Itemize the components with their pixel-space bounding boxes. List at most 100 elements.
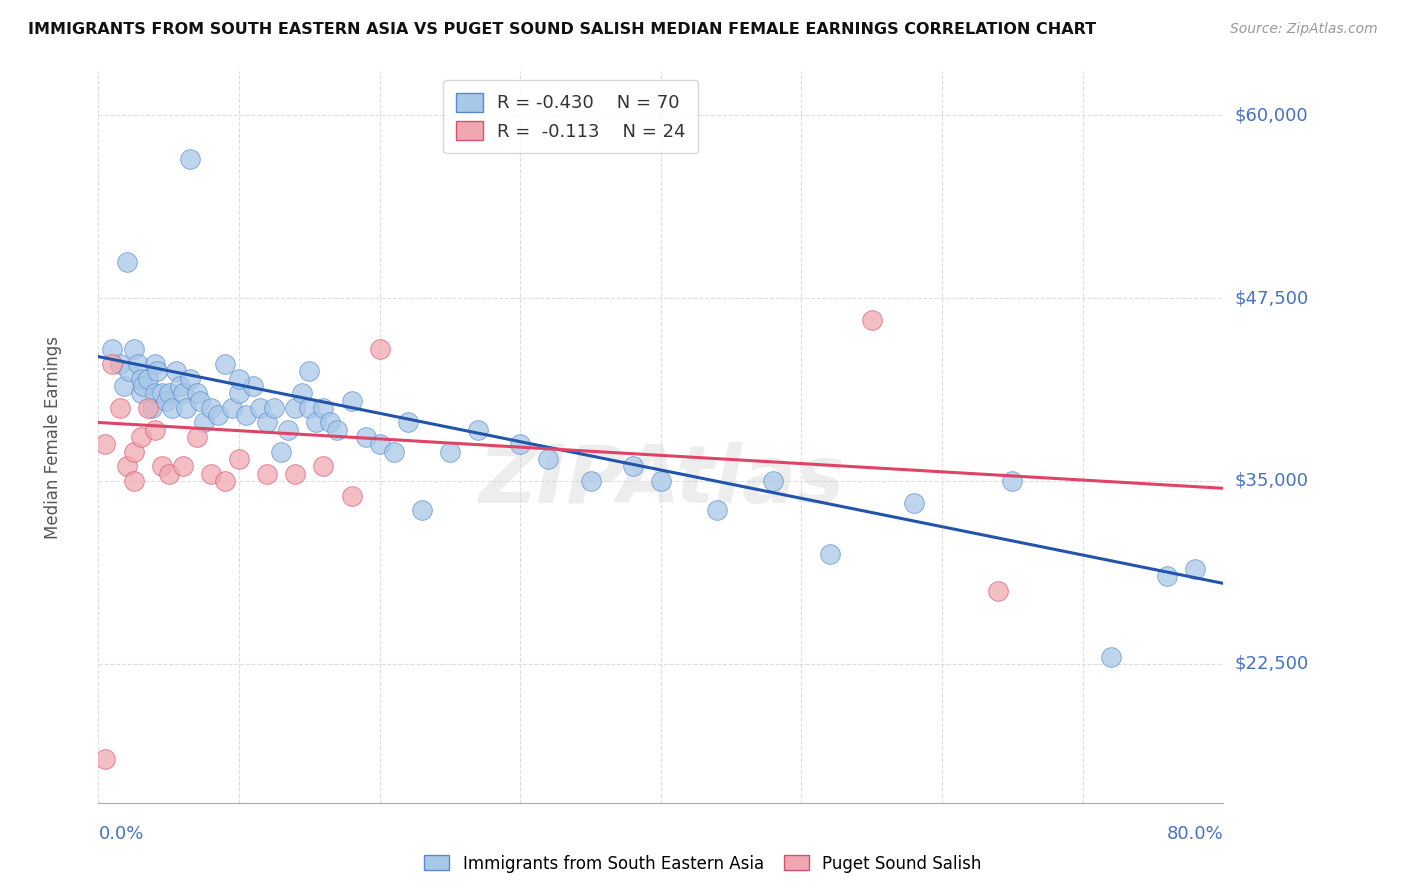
Point: [193, 416, 215, 430]
Point: [129, 371, 152, 385]
Point: [101, 357, 124, 371]
Point: [1184, 562, 1206, 576]
Point: [298, 364, 321, 378]
Point: [115, 459, 138, 474]
Point: [108, 401, 131, 415]
Point: [155, 393, 177, 408]
Point: [186, 386, 208, 401]
Point: [174, 401, 197, 415]
Text: $60,000: $60,000: [1234, 106, 1308, 124]
Point: [467, 423, 489, 437]
Point: [762, 474, 785, 488]
Point: [291, 386, 314, 401]
Point: [165, 364, 187, 378]
Point: [650, 474, 672, 488]
Point: [132, 379, 155, 393]
Point: [1099, 649, 1122, 664]
Point: [987, 583, 1010, 598]
Point: [108, 357, 131, 371]
Point: [143, 357, 166, 371]
Point: [228, 386, 250, 401]
Legend: Immigrants from South Eastern Asia, Puget Sound Salish: Immigrants from South Eastern Asia, Puge…: [418, 848, 988, 880]
Point: [706, 503, 728, 517]
Point: [284, 467, 307, 481]
Point: [186, 430, 208, 444]
Point: [127, 357, 149, 371]
Point: [214, 357, 236, 371]
Point: [179, 152, 201, 166]
Point: [112, 379, 135, 393]
Point: [136, 401, 159, 415]
Point: [1156, 569, 1178, 583]
Point: [129, 430, 152, 444]
Text: $22,500: $22,500: [1234, 655, 1309, 673]
Point: [256, 416, 278, 430]
Point: [249, 401, 271, 415]
Point: [235, 408, 257, 422]
Point: [382, 444, 405, 458]
Legend: R = -0.430    N = 70, R =  -0.113    N = 24: R = -0.430 N = 70, R = -0.113 N = 24: [443, 80, 699, 153]
Text: Median Female Earnings: Median Female Earnings: [45, 335, 62, 539]
Point: [270, 444, 292, 458]
Point: [115, 254, 138, 268]
Point: [118, 364, 141, 378]
Point: [818, 547, 841, 561]
Point: [146, 364, 169, 378]
Text: $47,500: $47,500: [1234, 289, 1309, 307]
Text: $35,000: $35,000: [1234, 472, 1309, 490]
Point: [228, 452, 250, 467]
Point: [368, 437, 391, 451]
Point: [160, 401, 183, 415]
Text: 0.0%: 0.0%: [98, 825, 143, 843]
Point: [228, 371, 250, 385]
Point: [579, 474, 602, 488]
Text: 80.0%: 80.0%: [1167, 825, 1223, 843]
Point: [157, 386, 180, 401]
Point: [141, 401, 163, 415]
Point: [143, 386, 166, 401]
Point: [150, 386, 173, 401]
Point: [368, 343, 391, 357]
Point: [179, 371, 201, 385]
Point: [903, 496, 925, 510]
Point: [214, 474, 236, 488]
Point: [207, 408, 229, 422]
Point: [537, 452, 560, 467]
Point: [298, 401, 321, 415]
Point: [101, 343, 124, 357]
Point: [1001, 474, 1024, 488]
Point: [326, 423, 349, 437]
Point: [94, 752, 117, 766]
Point: [312, 459, 335, 474]
Point: [277, 423, 299, 437]
Point: [122, 343, 145, 357]
Point: [129, 386, 152, 401]
Point: [94, 437, 117, 451]
Text: IMMIGRANTS FROM SOUTH EASTERN ASIA VS PUGET SOUND SALISH MEDIAN FEMALE EARNINGS : IMMIGRANTS FROM SOUTH EASTERN ASIA VS PU…: [28, 22, 1097, 37]
Point: [340, 393, 363, 408]
Point: [305, 416, 328, 430]
Point: [172, 459, 194, 474]
Point: [169, 379, 191, 393]
Point: [242, 379, 264, 393]
Point: [411, 503, 433, 517]
Point: [122, 444, 145, 458]
Point: [256, 467, 278, 481]
Text: ZIPAtlas: ZIPAtlas: [478, 442, 844, 520]
Point: [319, 416, 342, 430]
Text: Source: ZipAtlas.com: Source: ZipAtlas.com: [1230, 22, 1378, 37]
Point: [172, 386, 194, 401]
Point: [354, 430, 377, 444]
Point: [263, 401, 285, 415]
Point: [157, 467, 180, 481]
Point: [860, 313, 883, 327]
Point: [312, 401, 335, 415]
Point: [396, 416, 419, 430]
Point: [439, 444, 461, 458]
Point: [136, 371, 159, 385]
Point: [200, 467, 222, 481]
Point: [143, 423, 166, 437]
Point: [200, 401, 222, 415]
Point: [284, 401, 307, 415]
Point: [122, 474, 145, 488]
